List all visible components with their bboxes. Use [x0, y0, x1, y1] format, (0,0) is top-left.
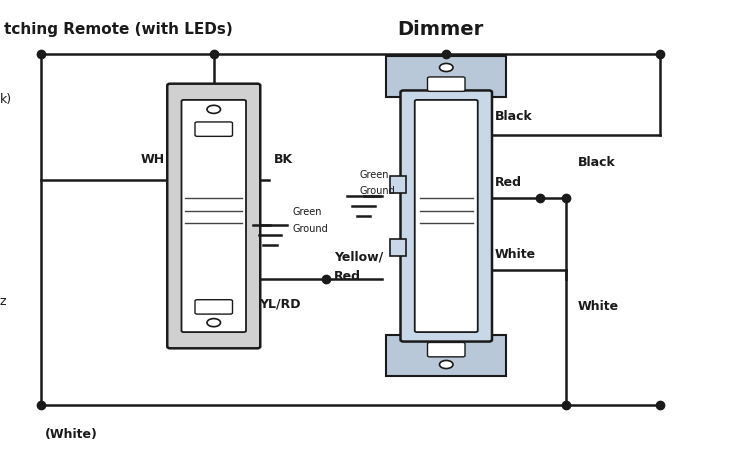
Text: Green: Green — [360, 171, 389, 180]
Text: (White): (White) — [45, 428, 98, 441]
FancyBboxPatch shape — [386, 335, 506, 376]
Text: Yellow/: Yellow/ — [334, 250, 383, 263]
Text: BK: BK — [274, 153, 292, 166]
FancyBboxPatch shape — [415, 100, 478, 332]
Text: Green: Green — [292, 207, 322, 217]
Text: White: White — [495, 248, 536, 261]
FancyBboxPatch shape — [390, 239, 406, 256]
FancyBboxPatch shape — [195, 300, 232, 314]
Circle shape — [207, 105, 220, 113]
Text: Ground: Ground — [292, 225, 328, 234]
FancyBboxPatch shape — [386, 56, 506, 97]
Text: Red: Red — [495, 176, 522, 189]
Text: White: White — [578, 300, 619, 312]
Text: Black: Black — [495, 111, 532, 123]
FancyBboxPatch shape — [427, 77, 465, 91]
FancyBboxPatch shape — [167, 84, 260, 348]
Text: k): k) — [0, 93, 12, 105]
Text: Ground: Ground — [360, 186, 396, 196]
FancyBboxPatch shape — [427, 342, 465, 357]
Circle shape — [207, 319, 220, 327]
Text: WH: WH — [141, 153, 165, 166]
FancyBboxPatch shape — [195, 122, 232, 136]
FancyBboxPatch shape — [182, 100, 246, 332]
FancyBboxPatch shape — [390, 176, 406, 193]
Circle shape — [440, 63, 453, 72]
Text: tching Remote (with LEDs): tching Remote (with LEDs) — [4, 22, 232, 37]
Text: z: z — [0, 295, 7, 308]
Circle shape — [440, 360, 453, 369]
FancyBboxPatch shape — [400, 90, 492, 342]
Text: Red: Red — [334, 270, 361, 283]
Text: YL/RD: YL/RD — [259, 297, 300, 310]
Text: Dimmer: Dimmer — [398, 20, 484, 39]
Text: Black: Black — [578, 156, 615, 168]
